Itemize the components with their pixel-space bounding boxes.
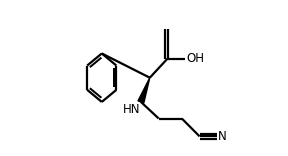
Text: N: N — [218, 130, 227, 143]
Text: HN: HN — [123, 103, 140, 116]
Text: OH: OH — [186, 52, 204, 65]
Polygon shape — [138, 78, 150, 103]
